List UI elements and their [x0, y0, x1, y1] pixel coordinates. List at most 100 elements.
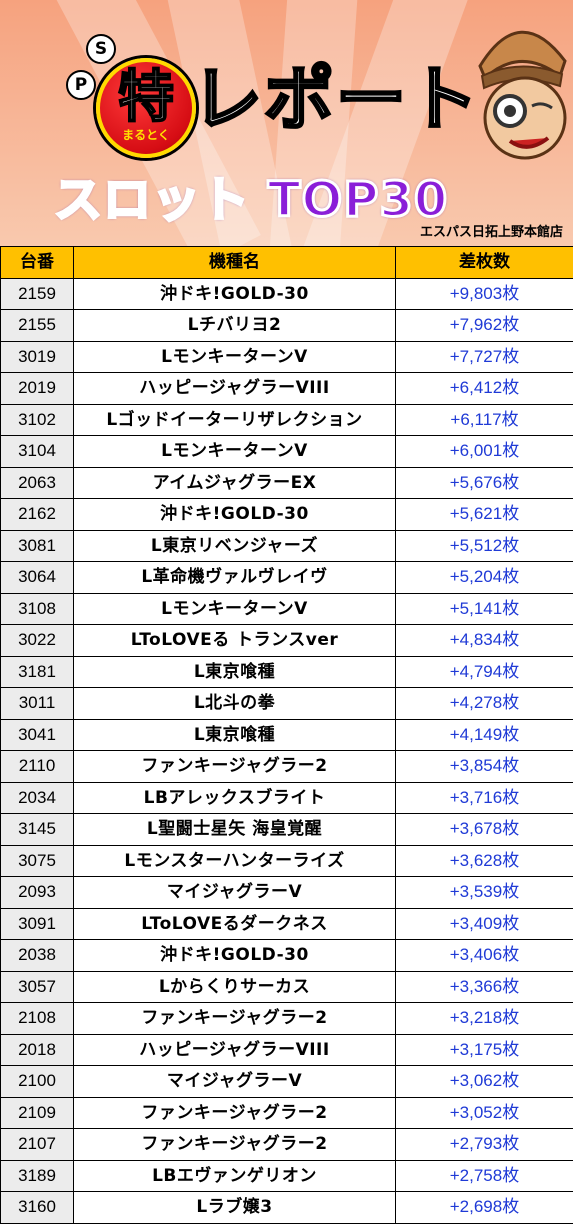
machine-number-cell: 2034 [0, 781, 74, 814]
machine-name-cell: Lゴッドイーターリザレクション [73, 403, 396, 436]
coin-difference-cell: +3,218枚 [395, 1002, 573, 1035]
machine-number-cell: 3145 [0, 813, 74, 846]
machine-name-cell: LToLOVEるダークネス [73, 907, 396, 940]
machine-number-cell: 3181 [0, 655, 74, 688]
machine-name-cell: LToLOVEる トランスver [73, 624, 396, 657]
table-row: 3108 LモンキーターンV +5,141枚 [0, 592, 573, 625]
machine-name-cell: LBアレックスブライト [73, 781, 396, 814]
machine-name-cell: マイジャグラーV [73, 1065, 396, 1098]
table-row: 3064 L革命機ヴァルヴレイヴ +5,204枚 [0, 561, 573, 594]
coin-difference-cell: +6,412枚 [395, 372, 573, 405]
machine-name-cell: マイジャグラーV [73, 876, 396, 909]
machine-number-cell: 3057 [0, 970, 74, 1003]
coin-difference-cell: +4,278枚 [395, 687, 573, 720]
coin-difference-cell: +5,204枚 [395, 561, 573, 594]
table-row: 2155 Lチバリヨ2 +7,962枚 [0, 309, 573, 342]
coin-difference-cell: +9,803枚 [395, 277, 573, 310]
table-row: 3022 LToLOVEる トランスver +4,834枚 [0, 624, 573, 657]
table-row: 2109 ファンキージャグラー2 +3,052枚 [0, 1096, 573, 1129]
machine-number-cell: 2110 [0, 750, 74, 783]
coin-difference-cell: +3,175枚 [395, 1033, 573, 1066]
table-row: 2038 沖ドキ!GOLD-30 +3,406枚 [0, 939, 573, 972]
coin-difference-cell: +2,793枚 [395, 1128, 573, 1161]
coin-difference-cell: +6,117枚 [395, 403, 573, 436]
store-name: エスパス日拓上野本館店 [419, 225, 563, 240]
table-row: 3041 L東京喰種 +4,149枚 [0, 718, 573, 751]
ranking-table: 台番 機種名 差枚数 2159 沖ドキ!GOLD-30 +9,803枚 2155 Lチバ… [0, 246, 573, 1224]
table-row: 2100 マイジャグラーV +3,062枚 [0, 1065, 573, 1098]
machine-name-cell: Lモンスターハンターライズ [73, 844, 396, 877]
coin-difference-cell: +7,727枚 [395, 340, 573, 373]
machine-name-cell: LモンキーターンV [73, 435, 396, 468]
table-body: 2159 沖ドキ!GOLD-30 +9,803枚 2155 Lチバリヨ2 +7,962枚 3… [0, 277, 573, 1224]
machine-number-cell: 3160 [0, 1191, 74, 1224]
table-row: 2108 ファンキージャグラー2 +3,218枚 [0, 1002, 573, 1035]
machine-number-cell: 3041 [0, 718, 74, 751]
header-machine-name: 機種名 [73, 246, 396, 279]
machine-number-cell: 2100 [0, 1065, 74, 1098]
machine-number-cell: 2162 [0, 498, 74, 531]
machine-name-cell: ファンキージャグラー2 [73, 1002, 396, 1035]
table-row: 3075 Lモンスターハンターライズ +3,628枚 [0, 844, 573, 877]
marutoku-badge: 特 まるとく [96, 58, 196, 158]
machine-name-cell: ハッピージャグラーVIII [73, 1033, 396, 1066]
table-row: 3011 L北斗の拳 +4,278枚 [0, 687, 573, 720]
machine-name-cell: L北斗の拳 [73, 687, 396, 720]
coin-difference-cell: +5,512枚 [395, 529, 573, 562]
machine-name-cell: 沖ドキ!GOLD-30 [73, 939, 396, 972]
machine-number-cell: 2109 [0, 1096, 74, 1129]
machine-number-cell: 2107 [0, 1128, 74, 1161]
coin-difference-cell: +5,141枚 [395, 592, 573, 625]
coin-difference-cell: +3,366枚 [395, 970, 573, 1003]
table-row: 2018 ハッピージャグラーVIII +3,175枚 [0, 1033, 573, 1066]
table-row: 3145 L聖闘士星矢 海皇覚醒 +3,678枚 [0, 813, 573, 846]
coin-difference-cell: +4,834枚 [395, 624, 573, 657]
machine-name-cell: L革命機ヴァルヴレイヴ [73, 561, 396, 594]
table-header-row: 台番 機種名 差枚数 [0, 246, 573, 279]
coin-difference-cell: +4,794枚 [395, 655, 573, 688]
header-banner: S P 特 まるとく レポート スロット TOP30 エスパス日拓上野本館店 [0, 0, 573, 246]
ranking-subtitle: スロット TOP30 [52, 171, 449, 230]
coin-difference-cell: +4,149枚 [395, 718, 573, 751]
table-row: 2034 LBアレックスブライト +3,716枚 [0, 781, 573, 814]
coin-difference-cell: +3,406枚 [395, 939, 573, 972]
table-row: 3019 LモンキーターンV +7,727枚 [0, 340, 573, 373]
coin-difference-cell: +3,052枚 [395, 1096, 573, 1129]
machine-number-cell: 3104 [0, 435, 74, 468]
coin-difference-cell: +3,716枚 [395, 781, 573, 814]
machine-name-cell: L東京喰種 [73, 655, 396, 688]
machine-number-cell: 3081 [0, 529, 74, 562]
machine-number-cell: 3075 [0, 844, 74, 877]
table-row: 3189 LBエヴァンゲリオン +2,758枚 [0, 1159, 573, 1192]
table-row: 2159 沖ドキ!GOLD-30 +9,803枚 [0, 277, 573, 310]
report-title: レポート [191, 57, 480, 142]
coin-difference-cell: +3,628枚 [395, 844, 573, 877]
machine-number-cell: 3019 [0, 340, 74, 373]
machine-name-cell: LモンキーターンV [73, 592, 396, 625]
table-row: 2107 ファンキージャグラー2 +2,793枚 [0, 1128, 573, 1161]
coin-difference-cell: +5,621枚 [395, 498, 573, 531]
table-row: 3102 Lゴッドイーターリザレクション +6,117枚 [0, 403, 573, 436]
coin-difference-cell: +2,698枚 [395, 1191, 573, 1224]
coin-difference-cell: +7,962枚 [395, 309, 573, 342]
table-row: 3091 LToLOVEるダークネス +3,409枚 [0, 907, 573, 940]
machine-name-cell: LBエヴァンゲリオン [73, 1159, 396, 1192]
machine-name-cell: ファンキージャグラー2 [73, 1128, 396, 1161]
machine-name-cell: L聖闘士星矢 海皇覚醒 [73, 813, 396, 846]
machine-name-cell: Lラブ嬢3 [73, 1191, 396, 1224]
machine-name-cell: Lからくりサーカス [73, 970, 396, 1003]
table-row: 2110 ファンキージャグラー2 +3,854枚 [0, 750, 573, 783]
badge-sub-text: まるとく [122, 128, 170, 142]
machine-name-cell: ファンキージャグラー2 [73, 750, 396, 783]
machine-name-cell: ハッピージャグラーVIII [73, 372, 396, 405]
machine-number-cell: 2108 [0, 1002, 74, 1035]
machine-name-cell: アイムジャグラーEX [73, 466, 396, 499]
table-row: 2093 マイジャグラーV +3,539枚 [0, 876, 573, 909]
coin-difference-cell: +6,001枚 [395, 435, 573, 468]
badge-letter-p: P [66, 70, 96, 100]
machine-number-cell: 2063 [0, 466, 74, 499]
machine-number-cell: 3011 [0, 687, 74, 720]
table-row: 3181 L東京喰種 +4,794枚 [0, 655, 573, 688]
header-coin-difference: 差枚数 [395, 246, 573, 279]
coin-difference-cell: +2,758枚 [395, 1159, 573, 1192]
